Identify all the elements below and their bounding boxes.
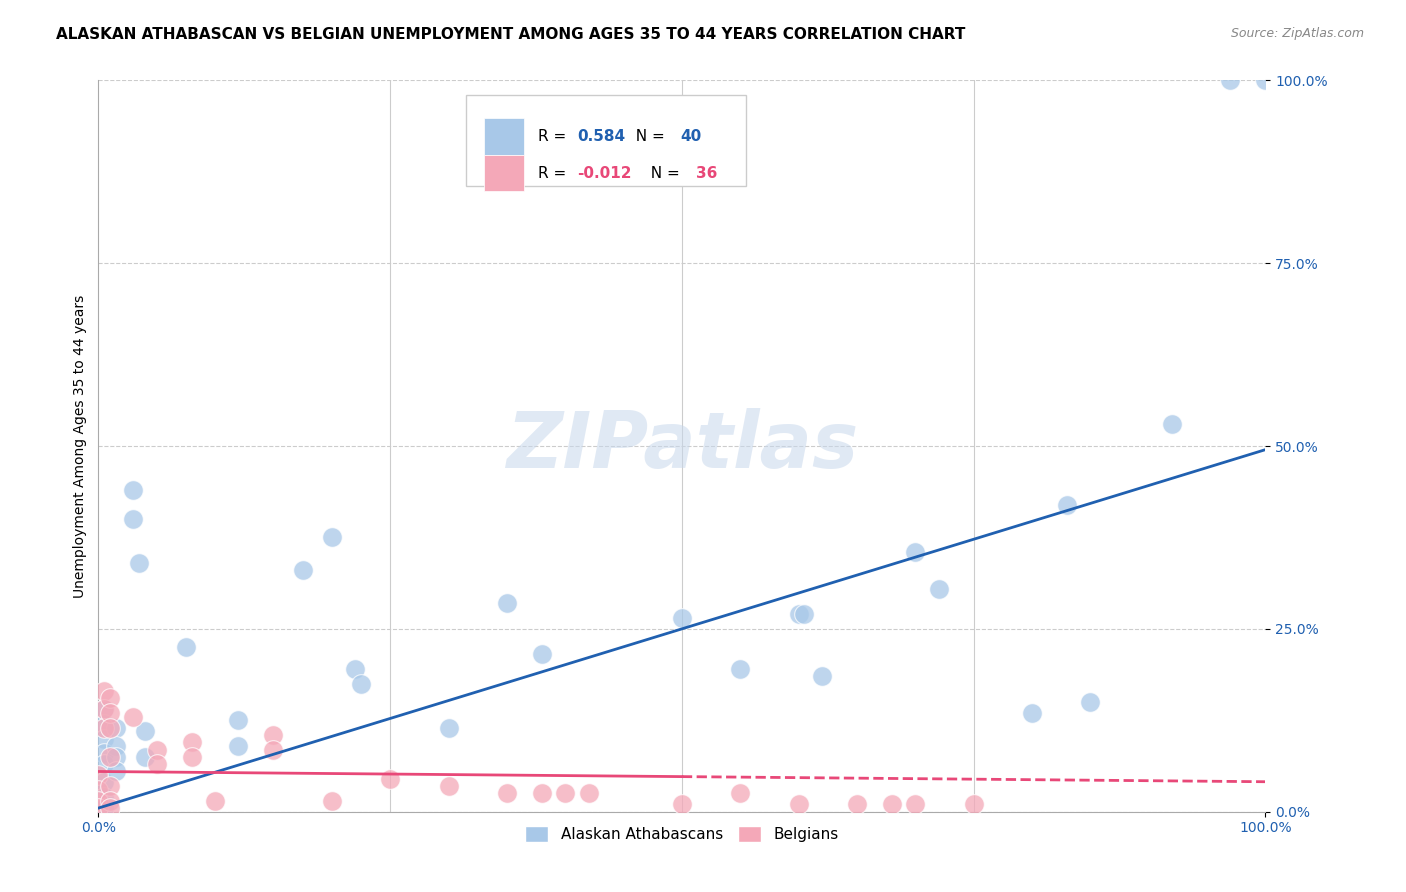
Point bbox=[93, 790, 115, 805]
Text: -0.012: -0.012 bbox=[576, 166, 631, 181]
Point bbox=[496, 596, 519, 610]
Point bbox=[496, 787, 519, 801]
Text: ALASKAN ATHABASCAN VS BELGIAN UNEMPLOYMENT AMONG AGES 35 TO 44 YEARS CORRELATION: ALASKAN ATHABASCAN VS BELGIAN UNEMPLOYME… bbox=[56, 27, 966, 42]
FancyBboxPatch shape bbox=[484, 155, 524, 192]
Point bbox=[104, 749, 127, 764]
Point bbox=[204, 794, 226, 808]
Point bbox=[228, 714, 250, 728]
Point bbox=[98, 706, 121, 720]
Point bbox=[98, 749, 121, 764]
Point bbox=[98, 794, 121, 808]
Point bbox=[530, 787, 553, 801]
Point bbox=[793, 607, 815, 622]
Point bbox=[1021, 706, 1043, 720]
Point bbox=[228, 739, 250, 753]
Legend: Alaskan Athabascans, Belgians: Alaskan Athabascans, Belgians bbox=[519, 820, 845, 848]
Point bbox=[93, 702, 115, 716]
Point bbox=[730, 787, 752, 801]
Point bbox=[928, 582, 950, 596]
Point bbox=[811, 669, 834, 683]
Point bbox=[1161, 417, 1184, 431]
Point bbox=[578, 787, 600, 801]
Point bbox=[146, 742, 169, 756]
Point bbox=[671, 797, 693, 812]
Point bbox=[437, 779, 460, 793]
Point bbox=[93, 775, 115, 789]
Point bbox=[262, 728, 284, 742]
Point bbox=[1080, 695, 1102, 709]
Point bbox=[846, 797, 869, 812]
Point bbox=[530, 648, 553, 662]
Text: 40: 40 bbox=[681, 129, 702, 145]
Point bbox=[122, 483, 145, 497]
Point bbox=[321, 530, 343, 544]
Point bbox=[87, 801, 110, 815]
Point bbox=[104, 764, 127, 779]
Point bbox=[98, 801, 121, 815]
Point bbox=[93, 731, 115, 746]
Text: R =: R = bbox=[538, 129, 571, 145]
Point bbox=[146, 757, 169, 772]
Point bbox=[93, 721, 115, 735]
Point bbox=[93, 717, 115, 731]
Point bbox=[122, 709, 145, 723]
Point bbox=[1056, 498, 1078, 512]
Text: 36: 36 bbox=[696, 166, 717, 181]
Point bbox=[380, 772, 402, 786]
FancyBboxPatch shape bbox=[484, 119, 524, 155]
Point bbox=[98, 691, 121, 706]
Point bbox=[87, 782, 110, 797]
Point bbox=[134, 749, 156, 764]
Point bbox=[730, 662, 752, 676]
Point bbox=[180, 735, 202, 749]
Point bbox=[87, 768, 110, 782]
Text: ZIPatlas: ZIPatlas bbox=[506, 408, 858, 484]
Point bbox=[671, 611, 693, 625]
Point bbox=[262, 742, 284, 756]
Point bbox=[180, 749, 202, 764]
Point bbox=[880, 797, 903, 812]
Point bbox=[122, 512, 145, 526]
Point bbox=[962, 797, 984, 812]
Point bbox=[104, 739, 127, 753]
Point bbox=[787, 607, 810, 622]
Point bbox=[93, 684, 115, 698]
Y-axis label: Unemployment Among Ages 35 to 44 years: Unemployment Among Ages 35 to 44 years bbox=[73, 294, 87, 598]
Point bbox=[554, 787, 576, 801]
Text: N =: N = bbox=[641, 166, 685, 181]
Point bbox=[350, 676, 373, 690]
Point bbox=[93, 757, 115, 772]
Point bbox=[93, 702, 115, 716]
Point bbox=[291, 563, 314, 577]
Point bbox=[1219, 73, 1241, 87]
Point bbox=[904, 797, 927, 812]
Point bbox=[437, 721, 460, 735]
Text: Source: ZipAtlas.com: Source: ZipAtlas.com bbox=[1230, 27, 1364, 40]
Text: R =: R = bbox=[538, 166, 571, 181]
Point bbox=[93, 746, 115, 760]
Point bbox=[128, 556, 150, 570]
Point bbox=[98, 721, 121, 735]
Point bbox=[104, 721, 127, 735]
Point bbox=[134, 724, 156, 739]
Point bbox=[904, 545, 927, 559]
Point bbox=[98, 779, 121, 793]
Point bbox=[344, 662, 367, 676]
Point bbox=[1254, 73, 1277, 87]
Text: 0.584: 0.584 bbox=[576, 129, 626, 145]
Point bbox=[321, 794, 343, 808]
Text: N =: N = bbox=[626, 129, 669, 145]
Point bbox=[87, 794, 110, 808]
Point bbox=[174, 640, 197, 655]
Point bbox=[787, 797, 810, 812]
FancyBboxPatch shape bbox=[465, 95, 747, 186]
Point bbox=[93, 801, 115, 815]
